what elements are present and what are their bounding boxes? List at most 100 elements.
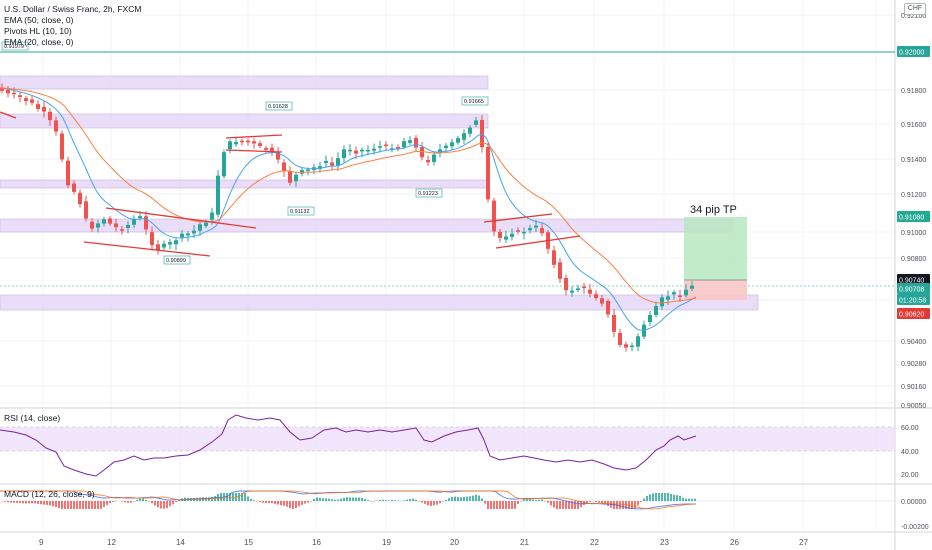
rsi-tick-label: 40.00 bbox=[901, 449, 919, 456]
macd-histogram-bar bbox=[43, 501, 45, 505]
macd-histogram-bar bbox=[652, 493, 654, 501]
candle-body bbox=[432, 154, 436, 162]
macd-histogram-bar bbox=[67, 501, 69, 509]
time-tick-label: 21 bbox=[520, 538, 529, 547]
macd-histogram-bar bbox=[277, 501, 279, 505]
pivot-label: 0.91979 bbox=[4, 44, 24, 50]
macd-histogram-bar bbox=[70, 501, 72, 509]
macd-legend[interactable]: MACD (12, 26, close, 9) bbox=[4, 489, 95, 499]
ema50-legend[interactable]: EMA (50, close, 0) bbox=[4, 15, 74, 25]
macd-histogram-bar bbox=[511, 501, 513, 509]
macd-histogram-bar bbox=[16, 501, 18, 503]
macd-histogram-bar bbox=[622, 501, 624, 509]
candle-body bbox=[630, 345, 634, 348]
price-badge-entry bbox=[897, 274, 930, 285]
candle-body bbox=[66, 160, 70, 186]
time-tick-label: 20 bbox=[450, 538, 459, 547]
pivots-legend[interactable]: Pivots HL (10, 10) bbox=[4, 26, 72, 36]
macd-histogram-bar bbox=[682, 497, 684, 501]
macd-histogram-bar bbox=[373, 501, 375, 502]
candle-body bbox=[360, 149, 364, 152]
candle-body bbox=[102, 219, 106, 224]
candle-body bbox=[612, 314, 616, 332]
trend-line bbox=[0, 111, 17, 119]
macd-histogram-bar bbox=[637, 501, 639, 506]
pivot-label: 0.91132 bbox=[290, 209, 309, 215]
macd-histogram-bar bbox=[292, 501, 294, 509]
macd-histogram-bar bbox=[550, 501, 552, 506]
price-tick-label: 0.90400 bbox=[901, 339, 926, 346]
macd-histogram-bar bbox=[430, 501, 432, 506]
price-badge-label: 01:20:58 bbox=[899, 298, 926, 305]
macd-histogram-bar bbox=[325, 498, 327, 501]
candle-body bbox=[648, 315, 652, 323]
macd-histogram-bar bbox=[487, 501, 489, 509]
candle-body bbox=[144, 216, 148, 230]
candle-body bbox=[498, 231, 502, 238]
macd-histogram-bar bbox=[289, 501, 291, 509]
macd-histogram-bar bbox=[538, 499, 540, 501]
currency-badge[interactable]: CHF bbox=[904, 3, 926, 15]
macd-histogram-bar bbox=[586, 501, 588, 504]
candle-body bbox=[414, 137, 418, 148]
candle-body bbox=[504, 236, 508, 240]
macd-histogram-bar bbox=[85, 501, 87, 509]
pivot-label-box bbox=[163, 255, 191, 265]
macd-histogram-bar bbox=[88, 501, 90, 509]
candle-body bbox=[480, 120, 484, 148]
macd-histogram-bar bbox=[454, 496, 456, 501]
macd-histogram-bar bbox=[349, 497, 351, 501]
macd-histogram-bar bbox=[163, 501, 165, 509]
macd-histogram-bar bbox=[127, 501, 129, 503]
candle-body bbox=[270, 147, 274, 153]
candle-body bbox=[18, 95, 22, 98]
macd-histogram-bar bbox=[670, 493, 672, 501]
pivot-label-box bbox=[265, 101, 293, 111]
rsi-tick-label: 20.00 bbox=[901, 472, 919, 479]
macd-histogram-bar bbox=[31, 501, 33, 504]
macd-histogram-bar bbox=[280, 501, 282, 506]
macd-histogram-bar bbox=[97, 501, 99, 509]
macd-histogram-bar bbox=[589, 501, 591, 502]
macd-histogram-bar bbox=[328, 498, 330, 501]
price-badge-level bbox=[897, 46, 930, 57]
macd-histogram-bar bbox=[496, 501, 498, 509]
symbol-title[interactable]: U.S. Dollar / Swiss Franc, 2h, FXCM bbox=[4, 4, 142, 14]
candle-body bbox=[678, 295, 682, 297]
candle-body bbox=[168, 242, 172, 245]
macd-histogram-bar bbox=[466, 496, 468, 501]
macd-histogram-bar bbox=[103, 501, 105, 507]
macd-histogram-bar bbox=[10, 501, 12, 503]
macd-histogram-bar bbox=[577, 501, 579, 509]
macd-histogram-bar bbox=[385, 500, 387, 501]
macd-histogram-bar bbox=[94, 501, 96, 509]
candle-body bbox=[36, 104, 40, 109]
rsi-legend[interactable]: RSI (14, close) bbox=[4, 413, 61, 423]
macd-histogram-bar bbox=[655, 493, 657, 501]
candle-body bbox=[354, 150, 358, 154]
sr-zone bbox=[0, 294, 759, 311]
macd-histogram-bar bbox=[352, 497, 354, 501]
macd-histogram-bar bbox=[649, 494, 651, 501]
candle-body bbox=[210, 212, 214, 220]
candle-body bbox=[198, 224, 202, 231]
macd-histogram-bar bbox=[514, 501, 516, 509]
macd-histogram-bar bbox=[7, 501, 9, 503]
ema20-legend[interactable]: EMA (20, close, 0) bbox=[4, 37, 74, 47]
macd-histogram-bar bbox=[460, 497, 462, 501]
macd-histogram-bar bbox=[253, 500, 255, 501]
candle-body bbox=[552, 250, 556, 265]
macd-histogram-bar bbox=[121, 501, 123, 502]
candle-body bbox=[390, 148, 394, 150]
candle-body bbox=[510, 233, 514, 237]
macd-histogram-bar bbox=[643, 498, 645, 501]
macd-histogram-bar bbox=[439, 501, 441, 504]
macd-histogram-bar bbox=[367, 500, 369, 501]
macd-histogram-bar bbox=[157, 501, 159, 508]
pivot-label: 0.90899 bbox=[166, 258, 186, 264]
macd-histogram-bar bbox=[274, 501, 276, 504]
price-badge-sl bbox=[897, 308, 930, 319]
macd-histogram-bar bbox=[19, 501, 21, 503]
pivot-label-box bbox=[1, 41, 29, 51]
